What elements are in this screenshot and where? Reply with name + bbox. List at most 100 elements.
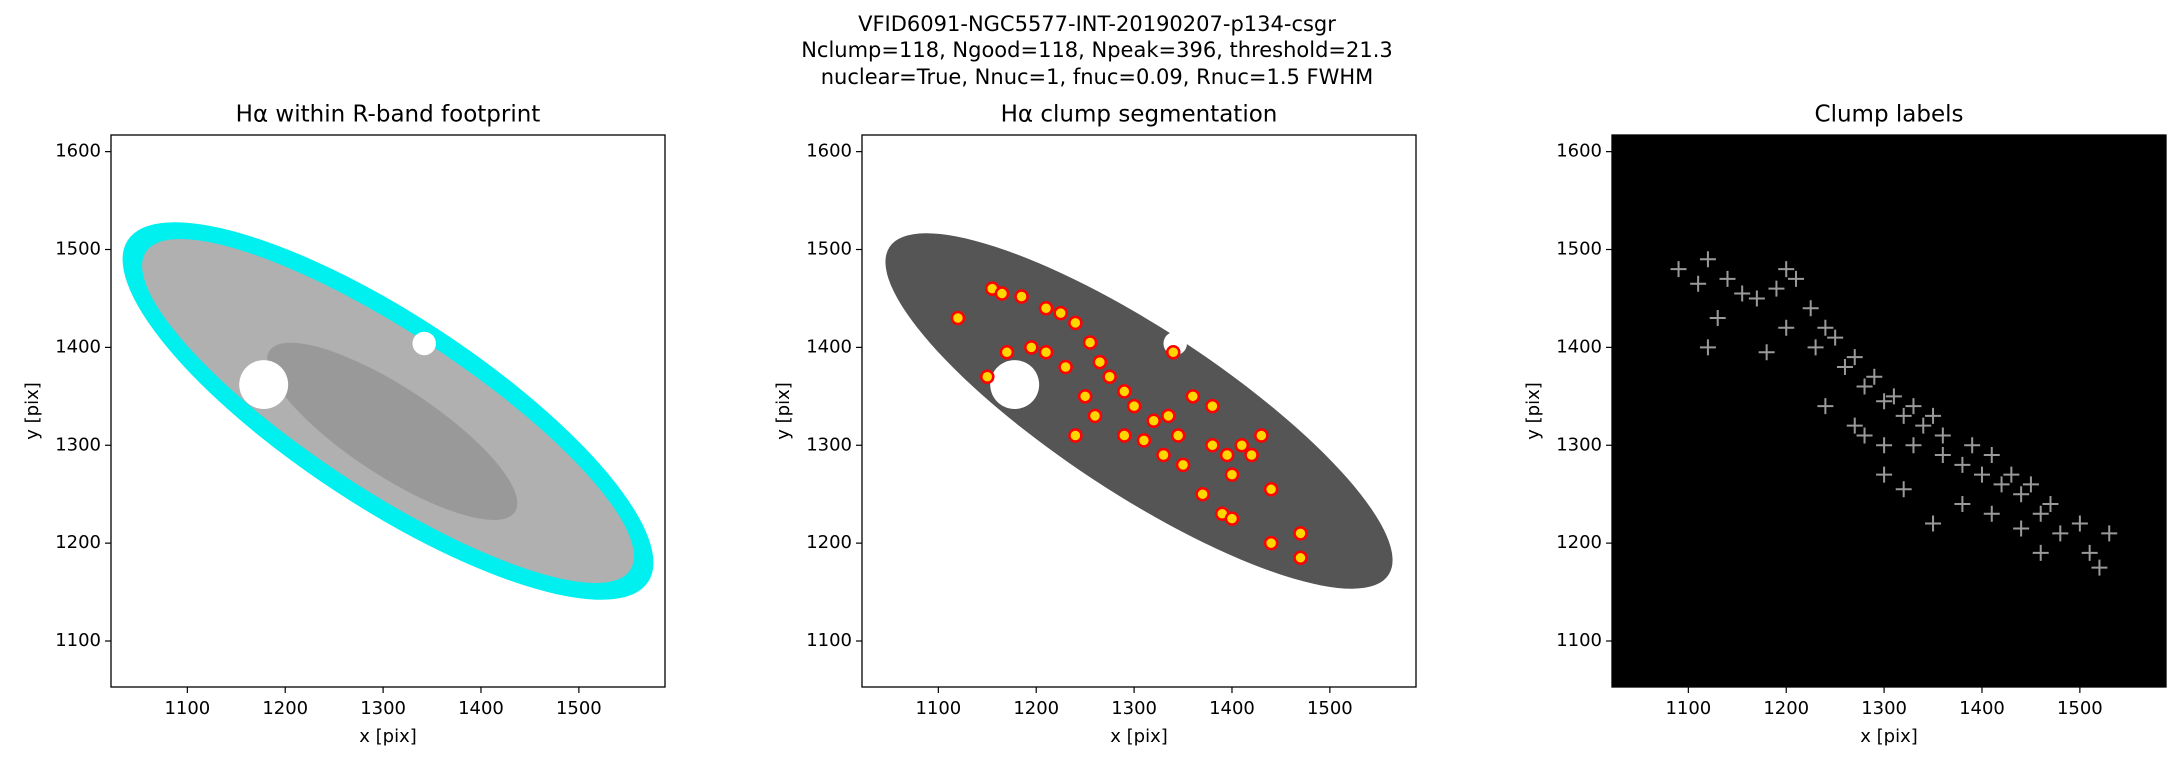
peak-marker — [1925, 515, 1942, 532]
axes-frame — [861, 134, 1417, 688]
clump-marker — [999, 345, 1015, 360]
peak-marker — [2003, 466, 2020, 483]
y-tick-label: 1100 — [1556, 630, 1602, 651]
peak-marker — [1846, 417, 1863, 434]
peak-marker — [1778, 319, 1795, 336]
clump-marker — [1263, 482, 1279, 497]
axes-title: Hα clump segmentation — [1001, 102, 1278, 128]
axes — [1612, 135, 2166, 687]
x-tick-label: 1100 — [915, 698, 961, 719]
y-tick-label: 1400 — [806, 336, 852, 357]
peak-marker — [1885, 388, 1902, 405]
y-tick-label: 1200 — [1556, 532, 1602, 553]
clump-marker — [1117, 384, 1132, 399]
axes-title: Hα within R-band footprint — [236, 102, 541, 128]
x-axis-label: x [pix] — [359, 726, 417, 747]
peak-marker — [1690, 275, 1707, 292]
x-axis-label: x [pix] — [1110, 726, 1168, 747]
x-tick-label: 1300 — [1861, 698, 1907, 719]
clump-marker — [1077, 389, 1093, 404]
clump-marker — [950, 310, 966, 326]
clump-marker — [1068, 428, 1083, 443]
y-tick-label: 1600 — [806, 141, 852, 162]
peak-marker — [2071, 515, 2088, 532]
peak-marker — [1758, 344, 1775, 361]
peak-marker — [1983, 505, 2000, 522]
peak-marker — [1846, 349, 1863, 366]
figure-title: Nclump=118, Ngood=118, Npeak=396, thresh… — [801, 38, 1393, 62]
axes — [111, 135, 665, 687]
peak-marker — [1699, 339, 1716, 356]
clump-marker — [1166, 345, 1181, 360]
peak-marker — [2091, 559, 2108, 576]
peak-marker — [1934, 447, 1951, 464]
x-tick-label: 1100 — [164, 698, 210, 719]
clump-marker — [980, 369, 995, 384]
clump-marker — [1234, 438, 1250, 453]
peak-marker — [1895, 481, 1912, 498]
peak-marker — [1866, 368, 1883, 385]
peak-marker — [1876, 393, 1893, 410]
clump-marker — [1082, 335, 1098, 350]
figure-title: VFID6091-NGC5577-INT-20190207-p134-csgr — [858, 12, 1336, 36]
peak-marker — [1856, 378, 1873, 395]
peak-marker — [1993, 476, 2010, 493]
peak-marker — [1925, 407, 1942, 424]
peak-marker — [1856, 427, 1873, 444]
x-tick-label: 1200 — [1013, 698, 1059, 719]
y-tick-label: 1300 — [55, 434, 101, 455]
peak-marker — [1895, 407, 1912, 424]
x-tick-label: 1500 — [1307, 698, 1353, 719]
peak-marker — [2101, 525, 2118, 542]
y-tick-label: 1400 — [55, 336, 101, 357]
y-tick-label: 1600 — [1556, 141, 1602, 162]
clump-marker — [1038, 345, 1054, 360]
clump-marker — [1244, 447, 1259, 463]
clump-marker — [1185, 389, 1201, 404]
y-tick-label: 1500 — [1556, 239, 1602, 260]
peak-marker — [1670, 261, 1687, 278]
y-axis-label: y [pix] — [22, 382, 43, 440]
peak-marker — [1964, 437, 1981, 454]
x-tick-label: 1300 — [360, 698, 406, 719]
peak-marker — [2052, 525, 2069, 542]
clump-marker — [1224, 467, 1240, 482]
peak-marker — [1905, 437, 1922, 454]
clump-marker — [1195, 486, 1210, 502]
peak-marker — [1876, 466, 1893, 483]
x-tick-label: 1100 — [1665, 698, 1711, 719]
peak-marker — [1802, 300, 1819, 317]
clump-marker — [1263, 535, 1279, 551]
clump-marker — [1117, 428, 1132, 443]
clump-marker — [1038, 300, 1054, 316]
peak-marker — [1699, 251, 1716, 268]
mask-hole — [239, 360, 289, 410]
clump-marker — [1293, 550, 1308, 566]
x-tick-label: 1400 — [1959, 698, 2005, 719]
clump-marker — [1087, 408, 1103, 424]
y-tick-label: 1500 — [55, 239, 101, 260]
clump-marker — [1219, 447, 1235, 463]
clump-marker — [1224, 511, 1240, 526]
y-tick-label: 1200 — [806, 532, 852, 553]
y-tick-label: 1500 — [806, 239, 852, 260]
clump-marker — [1092, 354, 1108, 370]
y-axis-label: y [pix] — [1523, 382, 1544, 440]
y-tick-label: 1600 — [55, 141, 101, 162]
peak-marker — [1719, 270, 1736, 287]
y-tick-label: 1300 — [1556, 434, 1602, 455]
peak-marker — [2013, 486, 2030, 503]
clump-marker — [1146, 413, 1161, 429]
peak-marker — [1954, 495, 1971, 512]
clump-marker — [1156, 447, 1171, 463]
axes-frame — [1611, 134, 2167, 688]
peak-marker — [1827, 329, 1844, 346]
peak-marker — [1768, 280, 1785, 297]
clump-marker — [1058, 359, 1073, 375]
clump-marker — [1161, 408, 1176, 424]
peak-marker — [1709, 310, 1726, 327]
peak-marker — [2022, 476, 2039, 493]
y-tick-label: 1400 — [1556, 336, 1602, 357]
peak-marker — [1778, 261, 1795, 278]
peak-marker — [1973, 466, 1990, 483]
